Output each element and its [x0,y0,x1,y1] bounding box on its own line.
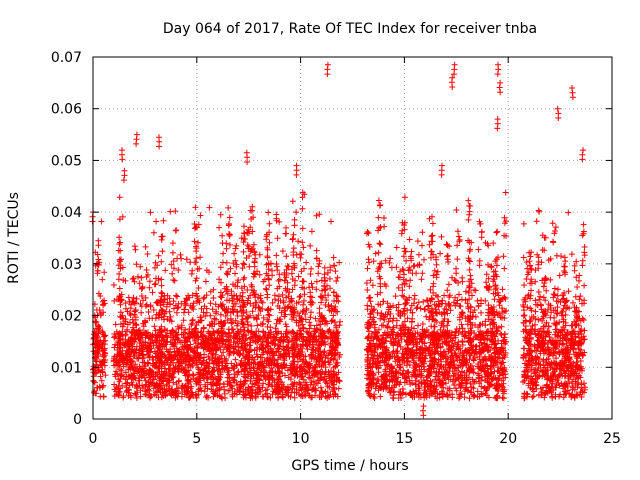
y-tick-label: 0.07 [51,50,82,66]
y-tick-label: 0.02 [51,309,82,325]
y-tick-label: 0.01 [51,360,82,376]
x-tick-label: 15 [395,431,413,447]
y-tick-label: 0.04 [51,205,82,221]
y-axis-label: ROTI / TECUs [6,192,22,284]
roti-points [89,61,588,419]
y-tick-label: 0.03 [51,257,82,273]
x-tick-labels: 0 5 10 15 20 25 [89,431,621,447]
x-tick-label: 5 [192,431,201,447]
x-tick-label: 25 [603,431,621,447]
data-points [89,61,588,419]
chart-title: Day 064 of 2017, Rate Of TEC Index for r… [163,21,537,37]
plot-frame [92,56,613,420]
x-axis-label: GPS time / hours [291,458,408,474]
y-tick-labels: 0 0.01 0.02 0.03 0.04 0.05 0.06 0.07 [51,50,82,428]
x-tick-label: 10 [292,431,310,447]
y-tick-label: 0.05 [51,153,82,169]
y-tick-label: 0 [73,412,82,428]
x-tick-label: 0 [89,431,98,447]
x-tick-label: 20 [499,431,517,447]
axis-ticks [92,56,613,420]
y-tick-label: 0.06 [51,102,82,118]
